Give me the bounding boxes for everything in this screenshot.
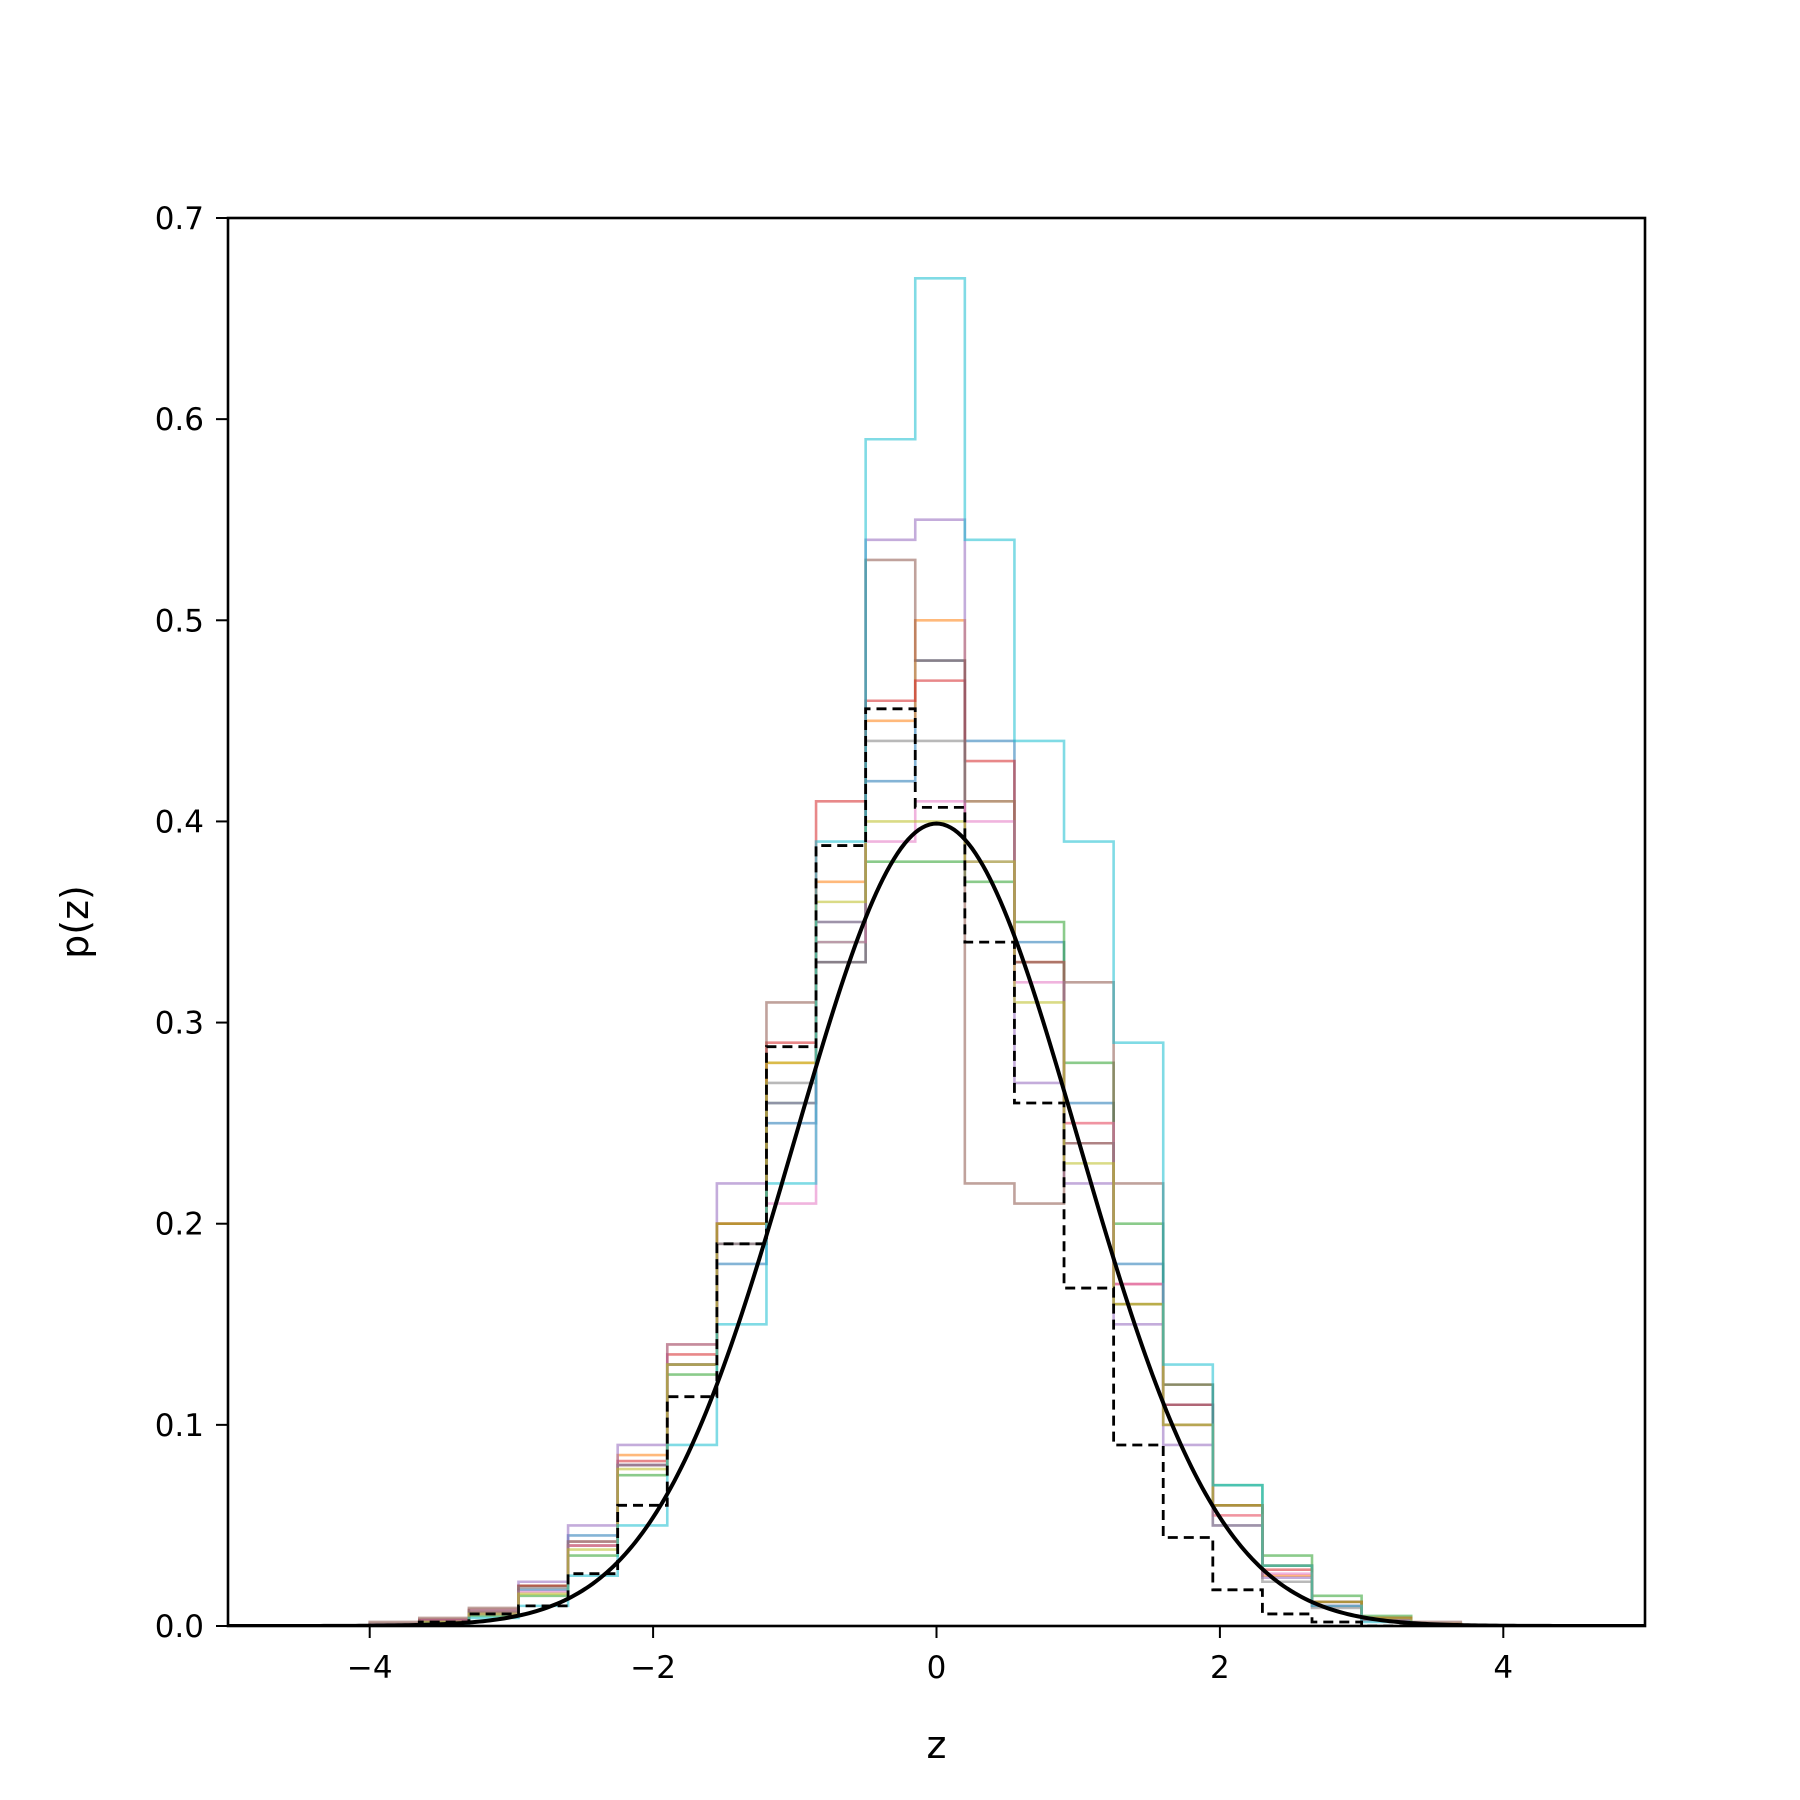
- x-tick-label: 2: [1210, 1650, 1230, 1686]
- normal-pdf-curve: [228, 821, 1645, 1626]
- y-tick-label: 0.3: [155, 1006, 204, 1042]
- x-tick-label: −4: [347, 1650, 393, 1686]
- x-tick-label: 4: [1493, 1650, 1513, 1686]
- y-tick-label: 0.4: [155, 804, 204, 840]
- y-tick-label: 0.0: [155, 1609, 204, 1645]
- y-tick-label: 0.2: [155, 1207, 204, 1243]
- y-tick-label: 0.5: [155, 603, 204, 639]
- series-group: [228, 277, 1645, 1626]
- x-tick-label: −2: [630, 1650, 676, 1686]
- reference-histogram-step: [369, 707, 1461, 1626]
- data-layer: [228, 277, 1645, 1626]
- x-tick-label: 0: [927, 1650, 947, 1686]
- histogram-step-series-5: [368, 518, 1463, 1626]
- tick-layer: −4 −2 0 2 4 0.0 0.1 0.2 0.3 0.4 0.5 0.6 0.7: [155, 201, 1513, 1686]
- y-tick-label: 0.1: [155, 1408, 204, 1444]
- y-tick-label: 0.6: [155, 402, 204, 438]
- y-tick-label: 0.7: [155, 201, 204, 237]
- x-axis-label: z: [927, 1723, 947, 1767]
- y-axis-label: p(z): [53, 885, 97, 959]
